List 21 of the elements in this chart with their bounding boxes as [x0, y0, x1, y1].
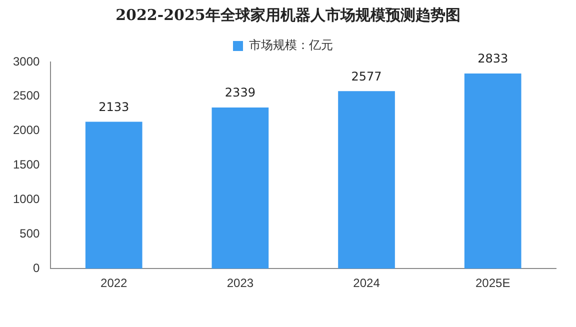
data-label: 2133 [98, 100, 130, 114]
bar [212, 108, 269, 269]
y-tick-label: 2500 [12, 88, 40, 103]
data-label: 2833 [478, 52, 508, 66]
y-tick-label: 500 [20, 226, 40, 240]
x-tick-label: 2025E [475, 276, 510, 290]
bar [85, 122, 142, 269]
y-tick-label: 1000 [12, 192, 40, 206]
y-tick-label: 2000 [12, 123, 40, 138]
data-label: 2577 [351, 69, 382, 84]
data-label: 2339 [224, 86, 256, 100]
x-tick-label: 2023 [226, 276, 254, 290]
chart-title: 2022-2025年全球家用机器人市场规模预测趋势图 [114, 5, 462, 26]
y-tick-label: 3000 [12, 54, 40, 68]
bar [464, 74, 522, 269]
x-tick-label: 2024 [353, 276, 380, 290]
legend-label: 市场规模：亿元 [249, 38, 333, 52]
bar [338, 91, 395, 269]
y-tick-label: 1500 [12, 158, 40, 172]
y-tick-label: 0 [33, 260, 40, 275]
x-tick-label: 2022 [100, 276, 128, 290]
